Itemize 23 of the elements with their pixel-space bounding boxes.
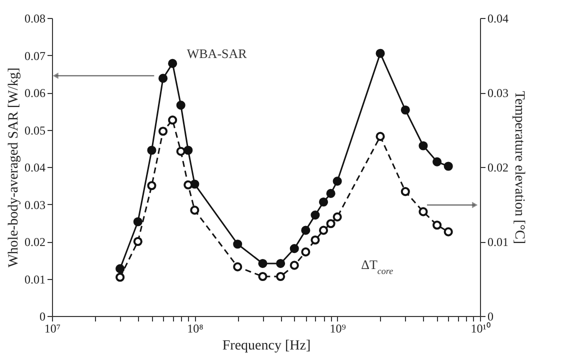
y2-tick-label: 0.01 — [488, 235, 508, 249]
y2-axis-title: Temperature elevation [°C] — [512, 90, 526, 244]
x-tick-label: 10¹⁰ — [470, 322, 490, 336]
y-tick-label: 0.06 — [24, 86, 46, 100]
y-tick-label: 0.08 — [24, 12, 46, 26]
annotation: WBA-SAR — [186, 46, 248, 61]
y-tick-label: 0.01 — [24, 272, 46, 286]
annotation: ΔT$_{core}$ — [361, 256, 394, 276]
y2-tick-label: 0.04 — [488, 12, 508, 26]
y2-tick-label: 0.03 — [488, 86, 508, 100]
y2-tick-label: 0 — [488, 310, 494, 324]
y-tick-label: 0.04 — [24, 160, 46, 174]
y-axis-title: Whole-body-averaged SAR [W/kg] — [6, 68, 22, 268]
y-tick-label: 0.02 — [24, 235, 46, 249]
y-tick-label: 0 — [40, 310, 46, 324]
y-tick-label: 0.03 — [24, 198, 46, 212]
y-tick-label: 0.07 — [24, 48, 46, 63]
y-tick-label: 0.05 — [24, 123, 46, 138]
x-axis-title: Frequency [Hz] — [222, 338, 311, 354]
x-tick-label: 10⁸ — [187, 322, 204, 336]
y2-tick-label: 0.02 — [488, 160, 508, 174]
x-tick-label: 10⁹ — [330, 322, 346, 336]
x-tick-label: 10⁷ — [44, 322, 61, 336]
